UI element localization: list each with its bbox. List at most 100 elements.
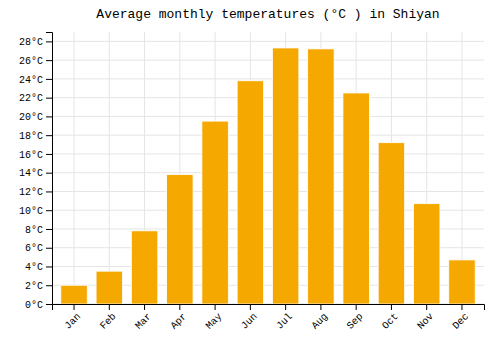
tick-mark [46, 135, 52, 136]
bar [237, 81, 263, 304]
tick: Jan [63, 304, 84, 332]
tick-mark [46, 248, 52, 249]
bar [343, 93, 369, 304]
tick-label: 8°C [25, 225, 43, 236]
tick-mark [320, 304, 321, 310]
tick-label: Apr [169, 311, 190, 332]
tick-label: 4°C [25, 262, 43, 273]
tick-mark [215, 304, 216, 310]
tick-mark [46, 60, 52, 61]
tick: 22°C [19, 93, 52, 104]
tick-label: 24°C [19, 75, 43, 86]
tick: 26°C [19, 56, 52, 67]
tick-mark [391, 304, 392, 310]
tick: 14°C [19, 168, 52, 179]
tick: 20°C [19, 112, 52, 123]
tick: Nov [415, 304, 436, 332]
grid-line [52, 135, 484, 136]
grid-line [52, 116, 484, 117]
tick: Jun [239, 304, 260, 332]
bar [96, 271, 122, 304]
bar [202, 121, 228, 304]
tick-label: 20°C [19, 112, 43, 123]
bar [272, 48, 298, 304]
grid-line [52, 60, 484, 61]
tick: 18°C [19, 131, 52, 142]
tick-label: Nov [415, 311, 436, 332]
tick-mark [46, 304, 52, 305]
axis-line [46, 33, 53, 305]
tick-label: Feb [98, 311, 119, 332]
tick-mark [46, 98, 52, 99]
tick-label: 16°C [19, 150, 43, 161]
tick-label: 22°C [19, 93, 43, 104]
tick-mark [46, 154, 52, 155]
bar [61, 285, 87, 304]
bars [61, 48, 475, 304]
tick: Oct [380, 304, 401, 332]
chart: 0°C 2°C 4°C 6°C 8°C 10°C 12°C 14°C 16°C 18°C 20°C 2… [0, 0, 500, 350]
tick-label: Dec [451, 311, 472, 332]
grid-line [52, 41, 484, 42]
tick-label: Jul [274, 311, 295, 332]
tick: Dec [451, 304, 472, 332]
axis-line [53, 305, 485, 311]
tick-mark [46, 229, 52, 230]
bar [449, 260, 475, 304]
grid-line [52, 191, 484, 192]
tick-label: 6°C [25, 243, 43, 254]
tick-label: Mar [133, 311, 154, 332]
plot: 0°C 2°C 4°C 6°C 8°C 10°C 12°C 14°C 16°C 18°C 20°C 2… [19, 32, 485, 332]
tick-label: Sep [345, 311, 366, 332]
tick: 8°C [25, 225, 52, 236]
tick: 2°C [25, 281, 52, 292]
y-axis: 0°C 2°C 4°C 6°C 8°C 10°C 12°C 14°C 16°C 18°C 20°C 2… [19, 33, 53, 311]
grid-line [74, 32, 75, 304]
tick: 16°C [19, 150, 52, 161]
tick-mark [46, 173, 52, 174]
tick-label: Jun [239, 311, 260, 332]
tick-label: 12°C [19, 187, 43, 198]
tick-label: 10°C [19, 206, 43, 217]
grid-line [52, 153, 484, 154]
tick-mark [250, 304, 251, 310]
tick: 4°C [25, 262, 52, 273]
tick-mark [285, 304, 286, 310]
tick: 10°C [19, 206, 52, 217]
tick-mark [46, 41, 52, 42]
tick-label: 14°C [19, 168, 43, 179]
grid-line [52, 78, 484, 79]
title: Average monthly temperatures (°C ) in Sh… [96, 7, 439, 22]
grid-line [109, 32, 110, 304]
bar [378, 143, 404, 304]
tick-mark [46, 191, 52, 192]
bar [308, 49, 334, 304]
tick: 28°C [19, 37, 52, 48]
x-axis: JanFebMarAprMayJunJulAugSepOctNovDec [53, 304, 485, 332]
tick: Aug [310, 304, 331, 332]
tick-mark [179, 304, 180, 310]
tick-label: 18°C [19, 131, 43, 142]
tick-mark [74, 304, 75, 310]
tick-mark [356, 304, 357, 310]
tick-mark [46, 116, 52, 117]
tick-label: 2°C [25, 281, 43, 292]
tick: 0°C [25, 300, 52, 311]
grid-line [52, 172, 484, 173]
tick-label: 26°C [19, 56, 43, 67]
tick-label: Jan [63, 311, 84, 332]
bar [413, 204, 439, 304]
tick-label: Oct [380, 311, 401, 332]
tick-label: Aug [310, 311, 331, 332]
bar [131, 231, 157, 304]
tick-mark [46, 285, 52, 286]
tick: Apr [169, 304, 190, 332]
tick: Mar [133, 304, 154, 332]
tick-mark [46, 210, 52, 211]
tick: 6°C [25, 243, 52, 254]
tick-mark [461, 304, 462, 310]
tick-mark [46, 266, 52, 267]
tick-label: 28°C [19, 37, 43, 48]
tick: 24°C [19, 75, 52, 86]
tick: Sep [345, 304, 366, 332]
